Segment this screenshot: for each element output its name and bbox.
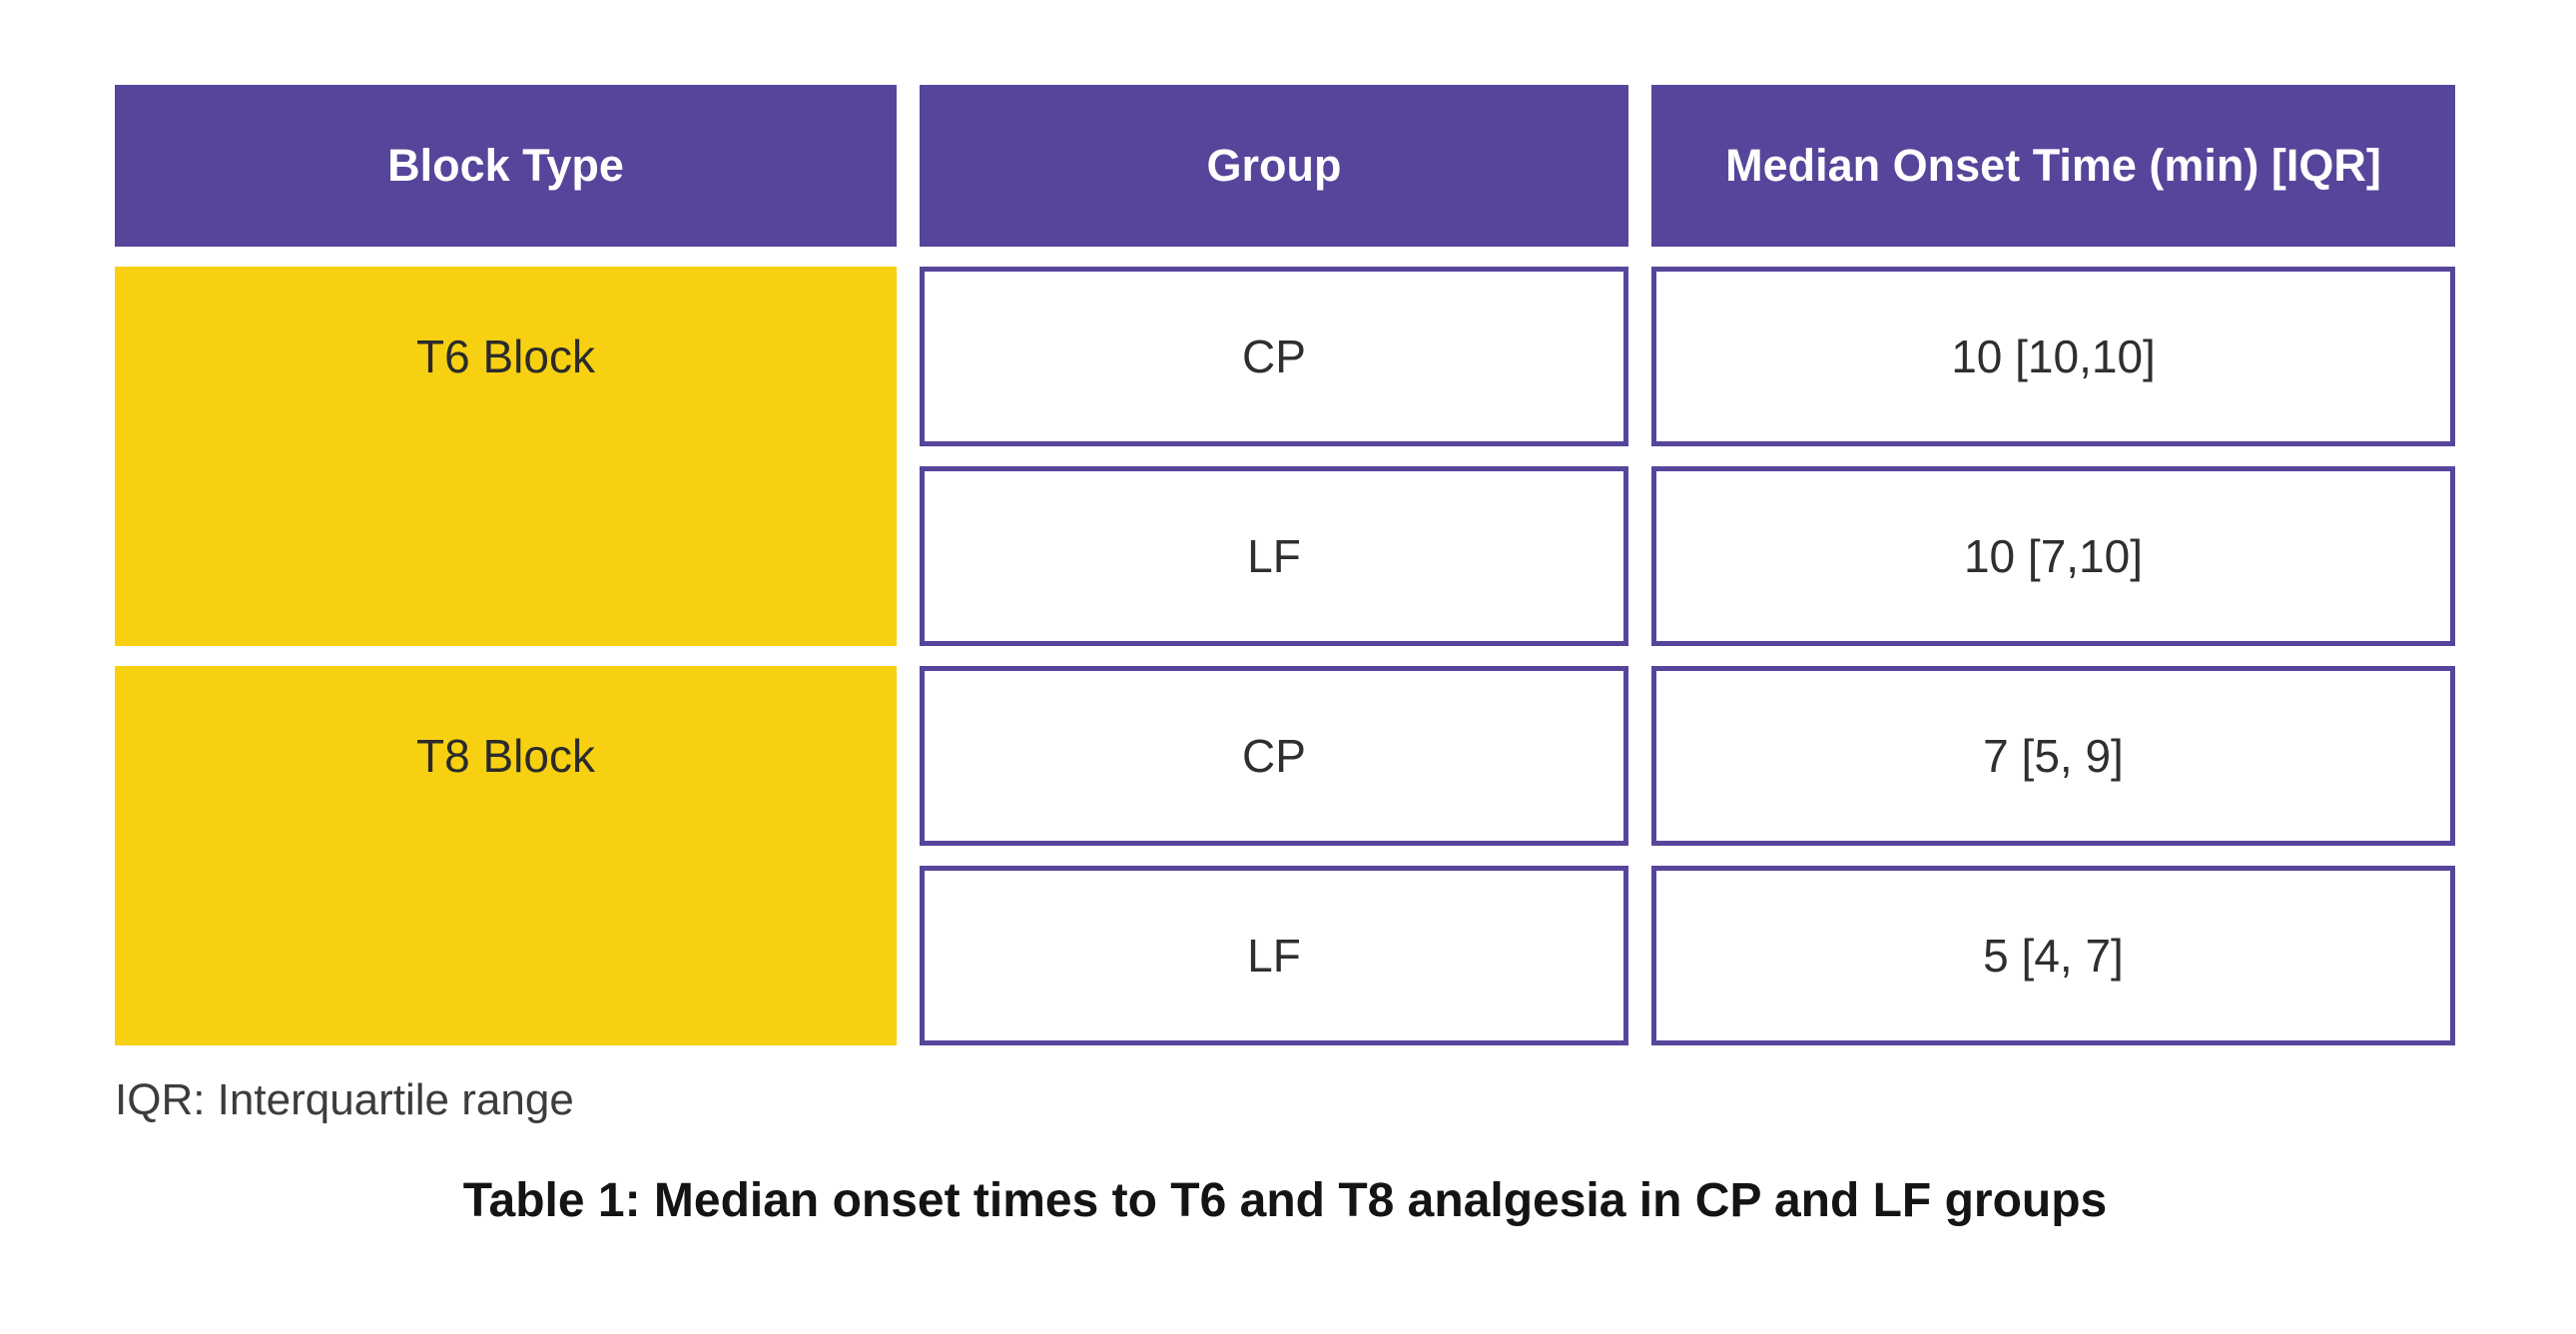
block-label-t8: T8 Block: [416, 730, 595, 782]
group-cell-t6-cp: CP: [920, 267, 1628, 446]
value-cell-t8-cp: 7 [5, 9]: [1651, 666, 2455, 846]
table-figure: Block Type Group Median Onset Time (min)…: [115, 85, 2455, 1228]
table-caption: Table 1: Median onset times to T6 and T8…: [462, 1174, 2108, 1227]
block-cell-t8: T8 Block: [115, 666, 897, 1045]
group-cell-t8-lf: LF: [920, 866, 1628, 1045]
onset-times-table: Block Type Group Median Onset Time (min)…: [115, 85, 2455, 1045]
value-cell-t8-lf: 5 [4, 7]: [1651, 866, 2455, 1045]
value-cell-t6-lf: 10 [7,10]: [1651, 466, 2455, 646]
header-cell-median-onset-time: Median Onset Time (min) [IQR]: [1651, 85, 2455, 247]
value-cell-t6-cp: 10 [10,10]: [1651, 267, 2455, 446]
block-cell-t6: T6 Block: [115, 267, 897, 646]
header-cell-block-type: Block Type: [115, 85, 897, 247]
group-cell-t8-cp: CP: [920, 666, 1628, 846]
group-cell-t6-lf: LF: [920, 466, 1628, 646]
table-footnote: IQR: Interquartile range: [115, 1075, 574, 1124]
header-cell-group: Group: [920, 85, 1628, 247]
block-label-t6: T6 Block: [416, 331, 595, 382]
